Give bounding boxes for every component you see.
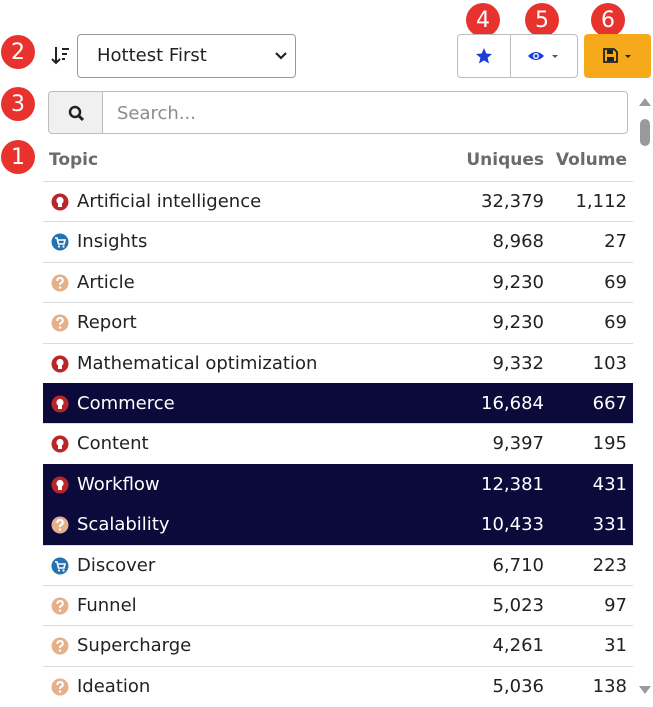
- save-icon: [603, 48, 631, 63]
- star-icon: [476, 48, 492, 64]
- badge: 1: [1, 140, 35, 174]
- table-row[interactable]: Artificial intelligence 32,379 1,112: [43, 181, 633, 222]
- column-header[interactable]: Volume: [555, 150, 627, 170]
- metric-value: 103: [592, 352, 627, 374]
- metric-value: 12,381: [481, 473, 544, 495]
- badge: 6: [591, 3, 625, 37]
- topic-name: Artificial intelligence: [77, 191, 262, 212]
- topic-icon: [51, 597, 69, 615]
- topic-icon: [51, 233, 69, 251]
- topic-icon: [51, 557, 69, 575]
- badge: 5: [525, 3, 559, 37]
- metric-value: 5,023: [492, 595, 544, 616]
- table-row[interactable]: Commerce 16,684 667: [43, 383, 633, 424]
- table-row[interactable]: Insights 8,968 27: [43, 221, 633, 262]
- metric-value: 31: [604, 635, 627, 657]
- topic-name: Scalability: [77, 514, 170, 536]
- search-icon: [68, 105, 85, 122]
- table-row[interactable]: Content 9,397 195: [43, 423, 633, 464]
- topic-name: Supercharge: [77, 635, 192, 657]
- metric-value: 69: [604, 312, 627, 334]
- topic-icon: [51, 637, 69, 655]
- topic-name: Workflow: [77, 473, 160, 495]
- topic-name: Mathematical optimization: [77, 352, 318, 374]
- table-header: Topic Uniques Volume: [43, 140, 633, 181]
- metric-value: 331: [592, 514, 627, 536]
- badge: 4: [466, 3, 500, 37]
- metric-value: 9,397: [492, 433, 544, 455]
- select-label: Hottest First: [97, 45, 207, 66]
- metric-value: 9,230: [492, 271, 544, 293]
- table-row[interactable]: Scalability 10,433 331: [43, 504, 633, 546]
- metric-value: 27: [604, 231, 627, 253]
- button-group: [457, 34, 578, 78]
- metric-value: 32,379: [481, 191, 544, 212]
- column-header[interactable]: Uniques: [466, 150, 544, 170]
- topic-name: Funnel: [77, 595, 137, 616]
- metric-value: 10,433: [481, 514, 544, 536]
- metric-value: 667: [592, 393, 627, 414]
- metric-value: 1,112: [575, 191, 627, 212]
- chevron: [275, 52, 287, 60]
- topic-name: Article: [77, 271, 135, 293]
- topic-icon: [51, 314, 69, 332]
- table-row[interactable]: Funnel 5,023 97: [43, 585, 633, 626]
- metric-value: 9,332: [492, 352, 544, 374]
- search-input[interactable]: Search...: [102, 91, 628, 134]
- search-button[interactable]: [48, 91, 103, 134]
- topic-name: Ideation: [77, 675, 151, 697]
- topic-name: Insights: [77, 231, 148, 253]
- table-row[interactable]: Ideation 5,036 138: [43, 665, 633, 707]
- metric-value: 9,230: [492, 312, 544, 334]
- metric-value: 8,968: [492, 231, 544, 253]
- save-button[interactable]: [584, 34, 651, 78]
- table-row[interactable]: Report 9,230 69: [43, 302, 633, 343]
- table-row[interactable]: Discover 6,710 223: [43, 544, 633, 586]
- topic-icon: [51, 355, 69, 373]
- topic-name: Report: [77, 312, 137, 334]
- sort-select[interactable]: Hottest First: [77, 34, 296, 78]
- topic-name: Commerce: [77, 393, 175, 414]
- sort-icon[interactable]: [51, 45, 71, 67]
- table-row[interactable]: Supercharge 4,261 31: [43, 625, 633, 666]
- metric-value: 69: [604, 271, 627, 293]
- topic-icon: [51, 678, 69, 696]
- metric-value: 431: [592, 473, 627, 495]
- metric-value: 97: [604, 595, 627, 616]
- scrollbar[interactable]: [636, 94, 653, 700]
- topic-icon: [51, 476, 69, 494]
- topic-name: Content: [77, 433, 149, 455]
- badge: 3: [1, 87, 35, 121]
- table-row[interactable]: Article 9,230 69: [43, 261, 633, 303]
- metric-value: 5,036: [492, 675, 544, 697]
- table-row[interactable]: Mathematical optimization 9,332 103: [43, 342, 633, 384]
- metric-value: 6,710: [492, 554, 544, 576]
- metric-value: 4,261: [492, 635, 544, 657]
- topic-icon: [51, 435, 69, 453]
- column-header[interactable]: Topic: [49, 150, 99, 170]
- metric-value: 138: [592, 675, 627, 697]
- favorites-button[interactable]: [458, 35, 511, 77]
- topic-icon: [51, 274, 69, 292]
- metric-value: 16,684: [481, 393, 544, 414]
- topic-name: Discover: [77, 554, 156, 576]
- search-placeholder: Search...: [117, 103, 197, 124]
- topic-icon: [51, 395, 69, 413]
- visibility-button[interactable]: [511, 35, 577, 77]
- badge: 2: [1, 35, 35, 69]
- metric-value: 223: [592, 554, 627, 576]
- topic-icon: [51, 516, 69, 534]
- metric-value: 195: [592, 433, 627, 455]
- eye-icon: [528, 52, 558, 60]
- table-row[interactable]: Workflow 12,381 431: [43, 463, 633, 505]
- topic-icon: [51, 193, 69, 211]
